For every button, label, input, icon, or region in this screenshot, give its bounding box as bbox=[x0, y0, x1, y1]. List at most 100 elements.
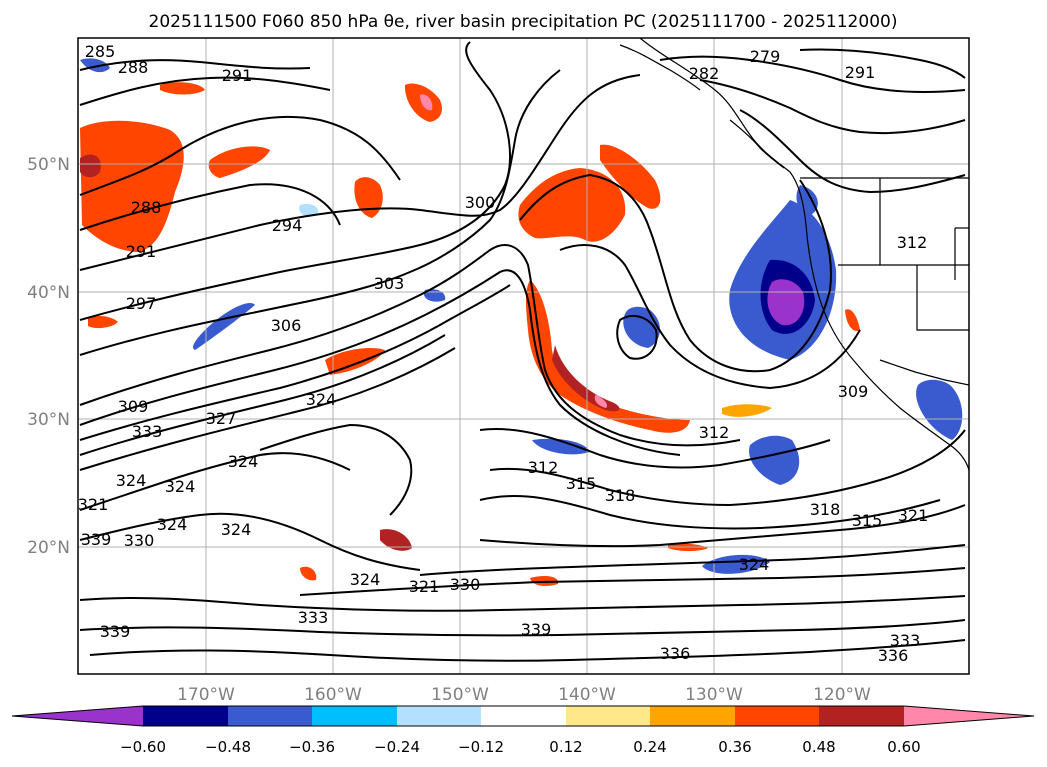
precip-negative-shading bbox=[80, 58, 963, 574]
colorbar-tick-label: −0.24 bbox=[374, 738, 420, 756]
contour-line bbox=[79, 69, 561, 356]
contour-label: 306 bbox=[271, 316, 302, 335]
colorbar-bin bbox=[566, 706, 650, 726]
contour-line bbox=[489, 429, 966, 507]
contour-line bbox=[519, 173, 832, 373]
coastline-north-america bbox=[639, 38, 969, 471]
lat-label: 40°N bbox=[27, 283, 70, 303]
contour-line bbox=[79, 284, 511, 441]
contour-label: 333 bbox=[298, 608, 329, 627]
contour-label: 327 bbox=[206, 409, 237, 428]
contour-label: 312 bbox=[897, 233, 928, 252]
precip-negative-area-subtropical bbox=[702, 554, 770, 574]
contour-label: 333 bbox=[890, 631, 921, 650]
colorbar-extend-high bbox=[904, 706, 1034, 726]
contour-line bbox=[616, 314, 658, 360]
lon-label: 140°W bbox=[558, 685, 616, 705]
precip-positive-area-coastal bbox=[845, 309, 860, 332]
colorbar-tick-label: 0.60 bbox=[887, 738, 920, 756]
precip-negative-area-nw bbox=[80, 58, 110, 73]
contour-line bbox=[299, 567, 966, 596]
contour-label: 318 bbox=[810, 500, 841, 519]
precip-positive-area-band bbox=[526, 280, 690, 433]
latitude-labels: 50°N 40°N 30°N 20°N bbox=[27, 155, 70, 558]
lon-label: 170°W bbox=[177, 685, 235, 705]
colorbar-tick-label: 0.36 bbox=[718, 738, 751, 756]
contour-line bbox=[79, 269, 681, 456]
precip-light-negative-area bbox=[299, 204, 319, 217]
colorbar-bin bbox=[735, 706, 819, 726]
contour-label: 288 bbox=[118, 58, 149, 77]
contour-line bbox=[79, 512, 421, 571]
contour-line bbox=[739, 109, 966, 194]
contour-label: 291 bbox=[222, 66, 253, 85]
colorbar-bin bbox=[650, 706, 735, 726]
lon-label: 150°W bbox=[431, 685, 489, 705]
colorbar-bin bbox=[819, 706, 904, 726]
coastline-bc-islands bbox=[729, 119, 785, 169]
contour-line bbox=[419, 544, 966, 576]
lat-label: 30°N bbox=[27, 410, 70, 430]
contour-line bbox=[79, 76, 331, 106]
colorbar-bin bbox=[143, 706, 228, 726]
contour-label: 315 bbox=[566, 474, 597, 493]
contour-label: 315 bbox=[852, 511, 883, 530]
lat-label: 20°N bbox=[27, 538, 70, 558]
contour-line bbox=[259, 423, 413, 516]
precip-positive-area-subtropics-a bbox=[325, 348, 385, 375]
contour-label: 336 bbox=[660, 644, 691, 663]
contour-label: 291 bbox=[845, 63, 876, 82]
contour-label: 321 bbox=[409, 577, 440, 596]
precip-negative-area-southwest bbox=[916, 379, 963, 440]
contour-line bbox=[79, 244, 741, 447]
colorbar-bin bbox=[481, 706, 566, 726]
contour-label: 339 bbox=[100, 622, 131, 641]
contour-line bbox=[79, 619, 966, 637]
precip-strongest-negative-area bbox=[767, 279, 805, 326]
lon-label: 160°W bbox=[304, 685, 362, 705]
precip-positive-area-north-pacific bbox=[600, 144, 661, 209]
contour-line bbox=[79, 595, 966, 612]
colorbar-tick-label: −0.36 bbox=[289, 738, 335, 756]
contour-label: 333 bbox=[132, 422, 163, 441]
contour-label: 321 bbox=[78, 495, 109, 514]
precip-peak-positive-area-gulf bbox=[420, 94, 433, 111]
contour-label: 339 bbox=[521, 620, 552, 639]
contour-label: 282 bbox=[689, 64, 720, 83]
coastline-alaska-islands bbox=[619, 44, 701, 91]
precip-positive-area-jet-entrance bbox=[518, 168, 626, 242]
contour-line bbox=[699, 79, 966, 135]
contour-label: 303 bbox=[374, 274, 405, 293]
map-frame bbox=[77, 37, 970, 675]
contour-label: 324 bbox=[116, 471, 147, 490]
contour-line bbox=[79, 334, 446, 456]
precip-positive-area-subtropics-b bbox=[380, 529, 412, 551]
colorbar-tick-label: 0.48 bbox=[802, 738, 835, 756]
precip-negative-area-central bbox=[532, 438, 590, 455]
colorbar-tick-label: 0.24 bbox=[633, 738, 666, 756]
contour-line bbox=[479, 495, 941, 530]
contour-label: 330 bbox=[124, 531, 155, 550]
contour-label: 312 bbox=[699, 423, 730, 442]
precip-negative-area-south bbox=[749, 435, 800, 485]
contour-line bbox=[79, 74, 641, 271]
contour-label: 339 bbox=[81, 530, 112, 549]
precip-positive-area-west bbox=[208, 146, 270, 178]
contour-line bbox=[89, 639, 966, 662]
chart-title: 2025111500 F060 850 hPa θe, river basin … bbox=[149, 12, 898, 32]
colorbar-bin bbox=[397, 706, 481, 726]
gridlines bbox=[78, 38, 969, 674]
contour-line bbox=[659, 55, 966, 93]
lat-label: 50°N bbox=[27, 155, 70, 175]
precip-positive-area-western-edge bbox=[88, 315, 118, 329]
contour-label: 288 bbox=[131, 198, 162, 217]
contour-line bbox=[79, 41, 511, 321]
border-us-mexico bbox=[879, 359, 969, 386]
contour-line bbox=[79, 115, 401, 196]
precip-strong-positive-area-northwest bbox=[80, 154, 101, 178]
colorbar-outline bbox=[11, 705, 1035, 727]
border-state-line-c bbox=[916, 265, 969, 331]
contour-label: 321 bbox=[898, 506, 929, 525]
precip-positive-shading bbox=[80, 82, 860, 586]
